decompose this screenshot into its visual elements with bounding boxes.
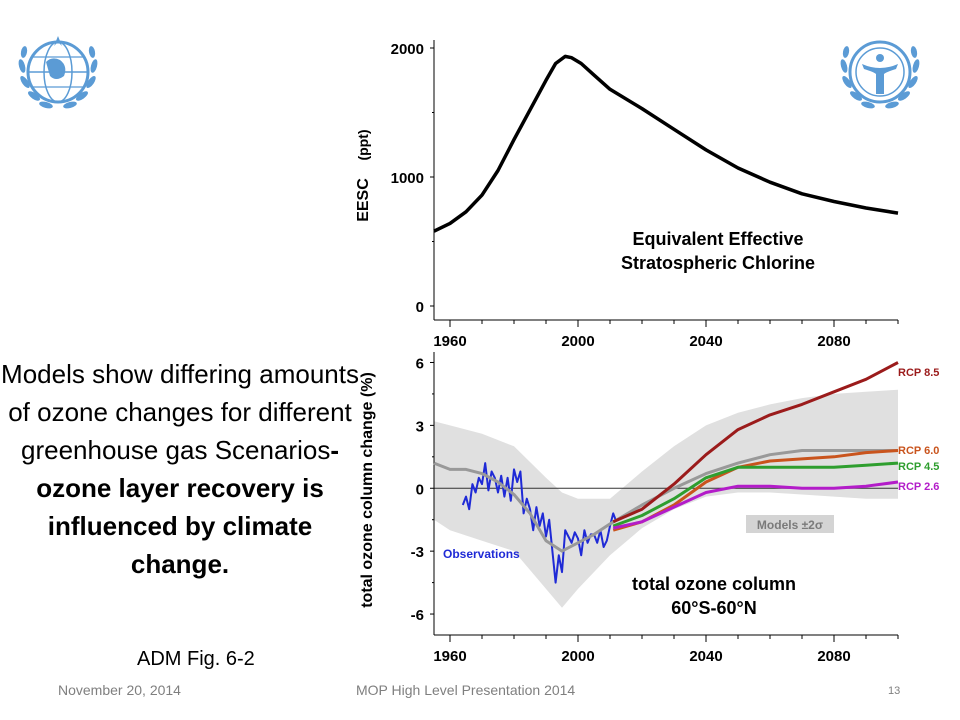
legend-label-observations: Observations (443, 547, 520, 561)
x-tick-label: 2080 (817, 648, 850, 665)
chart-annotation-line1: Equivalent Effective (632, 229, 803, 249)
y-tick-label: 3 (416, 418, 424, 435)
y-tick-label: 0 (416, 481, 424, 498)
series-line-rcp-2-6 (612, 480, 899, 530)
unep-emblem-icon (840, 40, 920, 109)
model-band-label: Models ±2σ (757, 518, 823, 532)
chart-annotation-line2: 60°S-60°N (671, 598, 756, 618)
y-tick-label: 2000 (391, 41, 424, 58)
slide-body-text: Models show differing amounts of ozone c… (0, 355, 360, 583)
x-tick-label: 2040 (689, 648, 722, 665)
x-tick-label: 2000 (561, 648, 594, 665)
model-band-label-box (746, 515, 834, 533)
legend-label-rcp-6-0: RCP 6.0 (898, 445, 939, 457)
chart-annotation-line2: Stratospheric Chlorine (621, 253, 815, 273)
y-tick-label: 1000 (391, 170, 424, 187)
y-tick-label: -6 (411, 607, 424, 624)
figure-caption: ADM Fig. 6-2 (137, 648, 255, 670)
x-tick-label: 1960 (433, 648, 466, 665)
x-tick-label: 2040 (689, 333, 722, 350)
x-tick-label: 2000 (561, 333, 594, 350)
eesc-line (433, 54, 899, 233)
footer-date: November 20, 2014 (58, 682, 181, 698)
series-line-rcp-4-5 (612, 461, 899, 528)
body-text-regular: Models show differing amounts of ozone c… (1, 359, 359, 465)
y-tick-label: 6 (416, 355, 424, 372)
page-number: 13 (888, 685, 901, 697)
y-tick-label: 0 (416, 299, 424, 316)
legend-label-rcp-2-6: RCP 2.6 (898, 481, 939, 493)
model-mean-line (433, 449, 898, 553)
model-uncertainty-band (434, 389, 898, 608)
series-line-rcp-8-5 (612, 361, 899, 524)
y-axis-label: EESC (355, 178, 372, 222)
chart-annotation-line1: total ozone column (632, 574, 796, 594)
y-tick-label: -3 (411, 544, 424, 561)
wmo-emblem-icon (18, 36, 98, 109)
x-tick-label: 1960 (433, 333, 466, 350)
legend-label-rcp-4-5: RCP 4.5 (898, 461, 939, 473)
body-text-bold: - ozone layer recovery is influenced by … (36, 435, 339, 579)
footer-title: MOP High Level Presentation 2014 (356, 682, 576, 698)
y-axis-unit-label: (ppt) (355, 129, 371, 160)
legend-label-rcp-8-5: RCP 8.5 (898, 367, 939, 379)
x-tick-label: 2080 (817, 333, 850, 350)
y-axis-label: total ozone column change (%) (359, 372, 376, 608)
